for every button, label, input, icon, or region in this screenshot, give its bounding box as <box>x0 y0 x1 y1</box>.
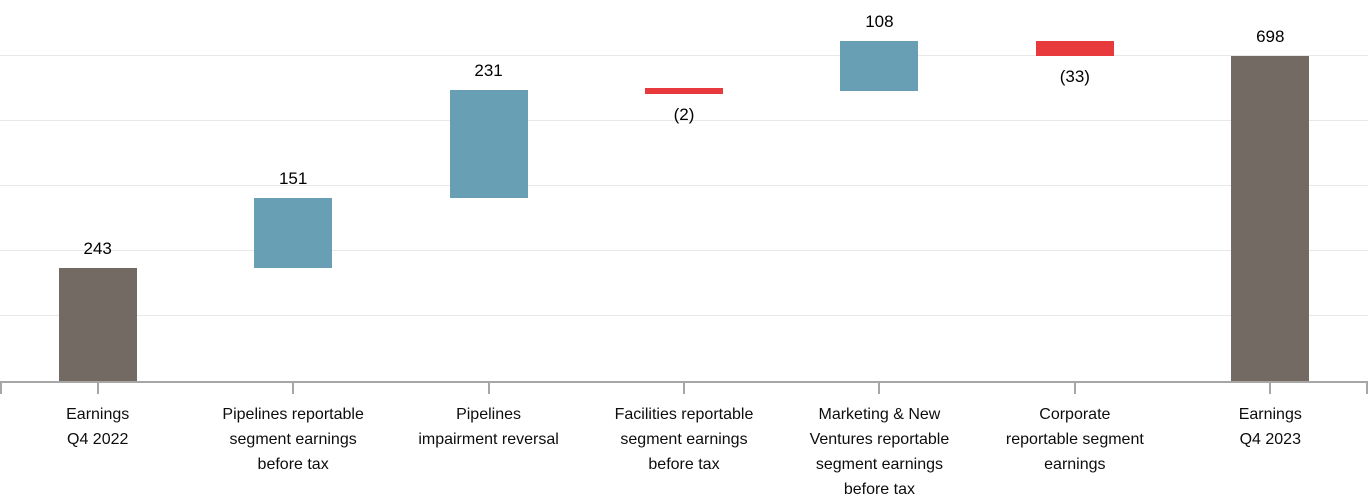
waterfall-bar-decrease <box>645 87 723 94</box>
axis-tick <box>1365 383 1368 394</box>
category-label: Facilities reportable segment earnings b… <box>614 406 754 473</box>
value-label: 243 <box>83 238 112 258</box>
axis-tick <box>487 383 490 394</box>
category-label: Pipelines impairment reversal <box>418 406 559 448</box>
category-label: Earnings Q4 2023 <box>1238 406 1302 448</box>
category-label: Earnings Q4 2022 <box>66 406 130 448</box>
category-label: Marketing & New Ventures reportable segm… <box>809 406 950 498</box>
axis-tick <box>1269 383 1272 394</box>
value-label: 151 <box>278 168 308 188</box>
x-axis-line <box>0 381 1368 383</box>
category-label: Pipelines reportable segment earnings be… <box>222 406 364 473</box>
value-label: 231 <box>474 61 503 81</box>
value-label: 698 <box>1256 27 1285 47</box>
axis-tick <box>96 383 99 394</box>
gridline <box>0 54 1368 56</box>
waterfall-bar-increase <box>449 90 528 198</box>
waterfall-bar-total <box>1231 56 1310 381</box>
value-label: (2) <box>673 104 695 124</box>
waterfall-bar-total <box>58 267 137 381</box>
axis-tick <box>0 383 2 394</box>
waterfall-bar-increase <box>840 40 919 92</box>
value-label: 108 <box>865 11 894 31</box>
category-label: Corporate reportable segment earnings <box>1005 406 1144 473</box>
axis-tick <box>292 383 295 394</box>
value-label: (33) <box>1059 67 1090 87</box>
gridline <box>0 185 1368 187</box>
axis-tick <box>683 383 685 394</box>
axis-tick <box>1073 383 1076 394</box>
axis-tick <box>878 383 881 394</box>
waterfall-bar-decrease <box>1035 40 1114 57</box>
gridline <box>0 119 1368 121</box>
waterfall-bar-increase <box>254 197 333 268</box>
gridline <box>0 250 1368 252</box>
gridline <box>0 315 1368 317</box>
